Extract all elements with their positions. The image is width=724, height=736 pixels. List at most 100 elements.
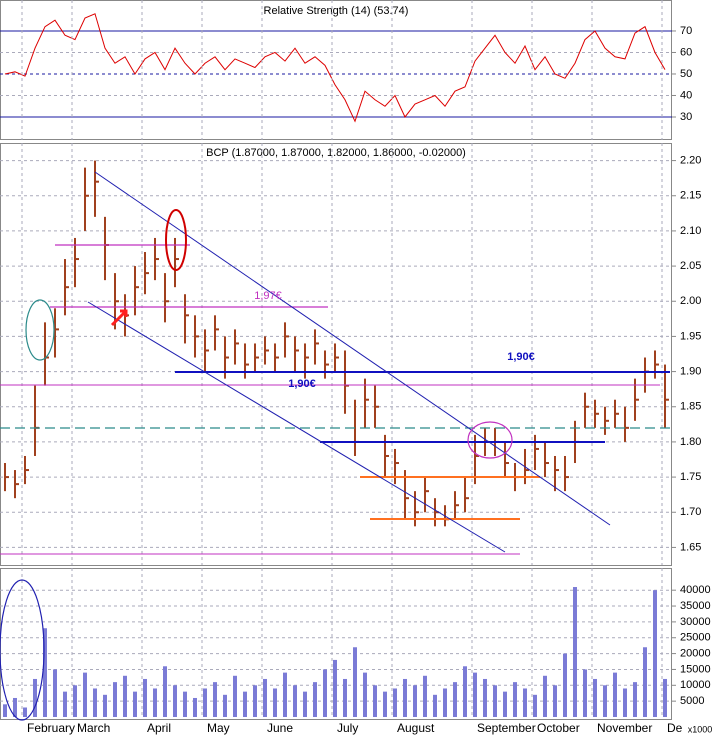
volume-bar — [313, 682, 317, 717]
x-tick-label: April — [147, 721, 171, 735]
volume-bar — [243, 691, 247, 717]
rsi-frame — [0, 0, 672, 140]
arrow — [110, 309, 128, 327]
y-tick-label: 2.10 — [680, 225, 701, 237]
channel-line — [87, 301, 506, 553]
volume-bar — [303, 691, 307, 717]
volume-bar — [113, 682, 117, 717]
volume-bar — [373, 685, 377, 717]
highlight-circle — [0, 579, 45, 721]
y-tick-label: 1.95 — [680, 330, 701, 342]
y-tick-label: 5000 — [680, 695, 704, 707]
volume-bar — [653, 590, 657, 717]
x-tick-label: February — [27, 721, 75, 735]
volume-bar — [293, 685, 297, 717]
volume-bar — [213, 682, 217, 717]
y-tick-label: 40000 — [680, 584, 711, 596]
volume-bar — [353, 647, 357, 717]
volume-bar — [13, 697, 17, 717]
volume-bar — [203, 688, 207, 717]
volume-bar — [123, 675, 127, 717]
volume-bar — [503, 691, 507, 717]
volume-bar — [173, 685, 177, 717]
volume-bar — [643, 647, 647, 717]
y-tick-label: 1.90 — [680, 365, 701, 377]
volume-bar — [223, 694, 227, 717]
volume-bar — [73, 685, 77, 717]
volume-bar — [43, 628, 47, 717]
volume-bar — [53, 669, 57, 717]
highlight-circle — [165, 209, 187, 271]
volume-bar — [513, 682, 517, 717]
volume-bar — [413, 685, 417, 717]
volume-bar — [543, 675, 547, 717]
highlight-circle — [25, 299, 55, 361]
volume-bar — [433, 694, 437, 717]
volume-bar — [63, 691, 67, 717]
volume-bar — [133, 691, 137, 717]
volume-bar — [603, 685, 607, 717]
y-tick-label: 1.85 — [680, 401, 701, 413]
volume-bar — [563, 653, 567, 717]
y-tick-label: 1.80 — [680, 436, 701, 448]
volume-bar — [453, 682, 457, 717]
volume-bar — [323, 669, 327, 717]
y-tick-label: 1.70 — [680, 506, 701, 518]
x-tick-label: De — [667, 721, 683, 735]
volume-bar — [363, 672, 367, 717]
y-tick-label: 40 — [680, 89, 692, 101]
y-tick-label: 1.65 — [680, 541, 701, 553]
unit-label: x1000 — [688, 724, 713, 734]
x-tick-label: March — [77, 721, 110, 735]
volume-bar — [473, 672, 477, 717]
x-tick-label: October — [537, 721, 580, 735]
volume-bar — [253, 685, 257, 717]
y-tick-label: 50 — [680, 68, 692, 80]
volume-bar — [283, 672, 287, 717]
volume-bar — [33, 678, 37, 717]
volume-bar — [573, 587, 577, 717]
highlight-circle — [467, 421, 513, 459]
volume-bar — [593, 678, 597, 717]
volume-bar — [233, 675, 237, 717]
y-tick-label: 30000 — [680, 616, 711, 628]
x-tick-label: September — [477, 721, 536, 735]
volume-bar — [583, 669, 587, 717]
volume-bar — [163, 666, 167, 717]
volume-bar — [143, 678, 147, 717]
volume-bar — [93, 688, 97, 717]
x-tick-label: July — [337, 721, 358, 735]
volume-bar — [153, 688, 157, 717]
volume-bar — [663, 678, 667, 717]
x-tick-label: November — [597, 721, 652, 735]
y-tick-label: 70 — [680, 25, 692, 37]
price-annotation: 1,90€ — [288, 378, 316, 390]
volume-bar — [493, 685, 497, 717]
y-tick-label: 60 — [680, 46, 692, 58]
y-tick-label: 25000 — [680, 632, 711, 644]
x-tick-label: August — [397, 721, 435, 735]
volume-bar — [263, 678, 267, 717]
volume-bar — [623, 688, 627, 717]
volume-bar — [383, 691, 387, 717]
volume-bar — [633, 682, 637, 717]
volume-bar — [183, 691, 187, 717]
volume-bar — [483, 678, 487, 717]
price-title: BCP (1.87000, 1.87000, 1.82000, 1.86000,… — [206, 147, 466, 159]
volume-bar — [533, 694, 537, 717]
volume-bar — [393, 688, 397, 717]
y-tick-label: 2.05 — [680, 260, 701, 272]
volume-bar — [463, 666, 467, 717]
volume-bar — [193, 697, 197, 717]
rsi-title: Relative Strength (14) (53.74) — [264, 5, 409, 17]
y-tick-label: 35000 — [680, 600, 711, 612]
volume-bar — [553, 685, 557, 717]
annotations — [0, 171, 672, 721]
volume-bar — [83, 672, 87, 717]
y-tick-label: 30 — [680, 111, 692, 123]
volume-bar — [613, 672, 617, 717]
volume-bar — [3, 704, 7, 717]
volume-bar — [103, 694, 107, 717]
price-annotation: 1,97€ — [254, 290, 282, 302]
